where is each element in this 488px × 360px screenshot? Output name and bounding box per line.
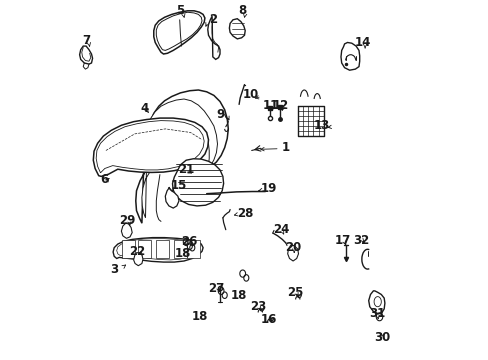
Text: 6: 6 [101,173,109,186]
Polygon shape [133,253,142,266]
Text: 28: 28 [237,207,253,220]
Text: 10: 10 [242,88,258,101]
Polygon shape [156,240,168,258]
Text: 23: 23 [249,300,266,313]
Text: 18: 18 [230,289,247,302]
Polygon shape [229,19,244,39]
Text: 24: 24 [272,223,289,236]
Polygon shape [186,240,200,258]
Text: 21: 21 [178,163,194,176]
Text: 12: 12 [272,99,289,112]
Polygon shape [136,90,228,223]
Text: 32: 32 [353,234,369,247]
Text: 18: 18 [174,247,190,260]
Text: 18: 18 [191,310,207,323]
Polygon shape [368,291,384,314]
Polygon shape [122,240,135,258]
Text: 2: 2 [209,13,217,26]
Text: 16: 16 [260,313,277,326]
Text: 19: 19 [260,183,277,195]
Polygon shape [340,42,359,70]
Polygon shape [113,238,203,262]
Text: 7: 7 [82,34,90,47]
Polygon shape [121,223,132,238]
Text: 17: 17 [334,234,350,247]
Text: 26: 26 [181,235,198,248]
Text: 22: 22 [129,245,145,258]
Text: 11: 11 [262,99,278,112]
Text: 20: 20 [285,241,301,254]
Polygon shape [156,12,202,50]
Text: 14: 14 [354,36,371,49]
Text: 25: 25 [287,286,303,299]
Polygon shape [172,159,223,206]
Text: 15: 15 [170,179,187,192]
Polygon shape [93,118,208,176]
Polygon shape [80,46,92,64]
Text: 31: 31 [368,307,385,320]
Polygon shape [207,16,220,59]
Polygon shape [153,11,204,54]
Polygon shape [96,121,204,173]
Text: 30: 30 [373,331,389,344]
Text: 3: 3 [110,263,118,276]
Text: 29: 29 [119,214,135,227]
Polygon shape [117,239,198,260]
Text: 13: 13 [313,119,329,132]
Polygon shape [165,187,179,208]
Polygon shape [287,246,298,261]
Text: 4: 4 [140,102,148,114]
Polygon shape [138,240,151,258]
Text: 1: 1 [281,141,289,154]
Text: 9: 9 [216,108,224,121]
Text: 27: 27 [208,282,224,294]
Polygon shape [142,99,217,218]
Text: 8: 8 [238,4,246,17]
Polygon shape [174,240,186,258]
Text: 5: 5 [176,4,184,17]
